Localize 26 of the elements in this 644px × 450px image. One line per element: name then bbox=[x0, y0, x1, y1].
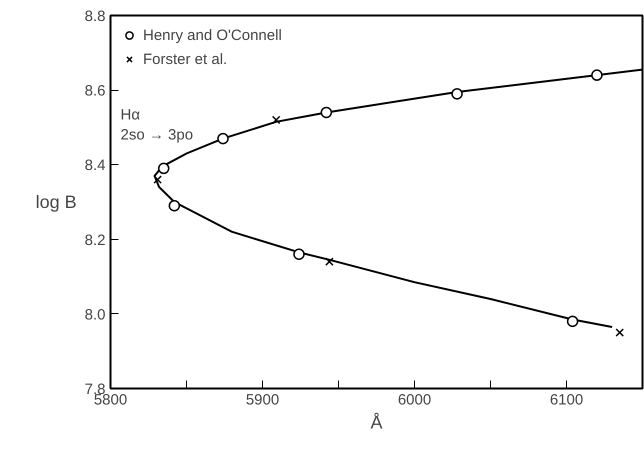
y-tick-label: 8.8 bbox=[84, 8, 106, 25]
legend-label: Henry and O'Connell bbox=[143, 26, 282, 44]
legend-label: Forster et al. bbox=[143, 50, 228, 68]
point bbox=[153, 175, 162, 184]
x-tick-label: 6100 bbox=[550, 392, 584, 408]
annotation: Hα bbox=[120, 106, 140, 124]
point bbox=[320, 106, 332, 118]
y-tick-label: 8.0 bbox=[84, 306, 106, 324]
point bbox=[566, 316, 578, 328]
point bbox=[451, 88, 463, 100]
x-axis-title: Å bbox=[370, 412, 383, 432]
y-tick-label: 8.6 bbox=[84, 82, 106, 100]
point bbox=[325, 257, 334, 266]
annotation: 2so → 3po bbox=[120, 126, 194, 144]
y-tick-label: 8.4 bbox=[84, 157, 106, 174]
point bbox=[293, 248, 305, 260]
point bbox=[158, 162, 170, 174]
point bbox=[615, 328, 624, 337]
point bbox=[591, 69, 603, 81]
point bbox=[272, 116, 280, 124]
x-tick-label: 5900 bbox=[246, 392, 280, 408]
x-tick-label: 6000 bbox=[398, 392, 432, 408]
y-tick-label: 8.2 bbox=[84, 232, 106, 249]
y-axis-title: log B bbox=[36, 192, 77, 212]
point bbox=[217, 132, 229, 144]
point bbox=[168, 200, 180, 212]
